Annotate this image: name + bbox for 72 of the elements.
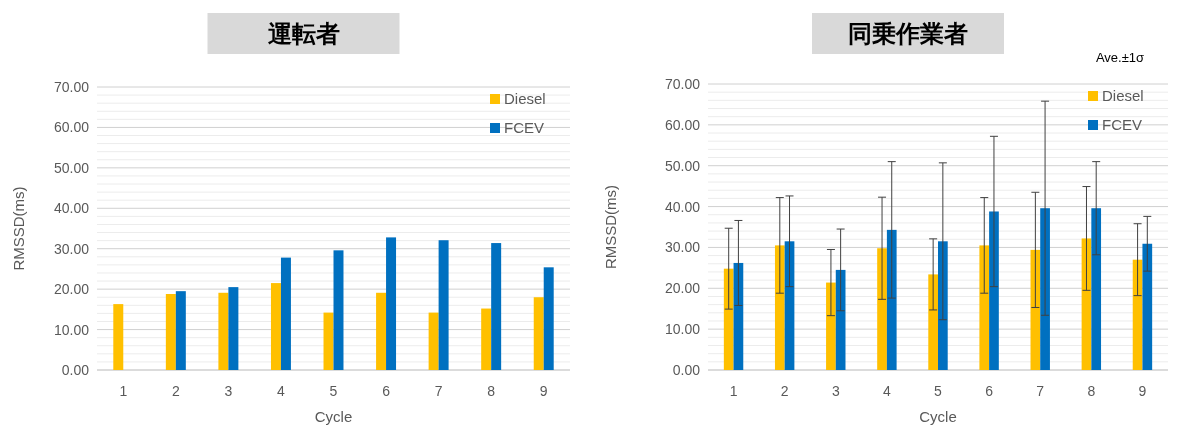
y-tick-label: 0.00	[672, 362, 701, 378]
y-tick-label: 50.00	[53, 159, 90, 176]
bar	[1091, 208, 1102, 370]
x-tick-label: 4	[882, 383, 891, 399]
bar	[491, 243, 502, 370]
bar	[543, 267, 554, 370]
x-tick-label: 7	[1036, 383, 1045, 399]
x-tick-label: 9	[539, 383, 548, 399]
legend-label: FCEV	[504, 119, 545, 136]
chart-title: 運転者	[267, 20, 340, 47]
bar	[165, 293, 176, 370]
bar	[428, 312, 439, 370]
bar	[928, 274, 938, 370]
x-tick-label: 2	[780, 383, 789, 399]
bar	[218, 292, 229, 370]
bar	[826, 282, 836, 370]
y-axis-title: RMSSD(ms)	[602, 184, 619, 270]
y-axis-title: RMSSD(ms)	[10, 186, 27, 271]
x-tick-label: 7	[434, 383, 443, 399]
y-tick-label: 70.00	[53, 79, 90, 95]
x-tick-label: 5	[934, 383, 943, 399]
bar	[113, 304, 124, 370]
x-tick-label: 9	[1138, 383, 1147, 399]
chart-title: 同乗作業者	[848, 20, 968, 47]
bar	[270, 283, 281, 370]
bar	[989, 211, 999, 370]
bar	[774, 245, 785, 370]
y-tick-label: 50.00	[664, 157, 701, 174]
y-tick-label: 20.00	[53, 281, 90, 298]
bar	[323, 312, 334, 370]
y-tick-label: 0.00	[61, 362, 90, 378]
y-tick-label: 30.00	[53, 240, 90, 257]
y-tick-label: 10.00	[664, 321, 701, 338]
legend-label: FCEV	[1102, 116, 1143, 133]
bar	[1142, 243, 1153, 370]
x-tick-label: 6	[985, 383, 994, 399]
y-tick-label: 30.00	[664, 239, 701, 256]
x-tick-label: 5	[329, 383, 338, 399]
bar	[886, 229, 897, 370]
x-tick-label: 8	[487, 383, 496, 399]
bar	[877, 248, 887, 370]
y-tick-label: 70.00	[664, 76, 701, 92]
legend-label: Diesel	[504, 90, 546, 107]
y-tick-label: 20.00	[664, 280, 701, 297]
bar	[228, 287, 239, 370]
bar	[333, 250, 344, 370]
legend-label: Diesel	[1102, 87, 1144, 104]
x-tick-label: 1	[119, 383, 128, 399]
bar	[376, 292, 387, 370]
bar	[533, 297, 544, 370]
x-axis-title: Cycle	[314, 408, 353, 425]
x-tick-label: 1	[729, 383, 738, 399]
bar	[280, 257, 291, 370]
x-axis-title: Cycle	[919, 408, 957, 425]
x-tick-label: 8	[1087, 383, 1096, 399]
y-tick-label: 40.00	[664, 198, 701, 215]
bar	[175, 291, 186, 370]
bar	[438, 240, 449, 370]
x-tick-label: 3	[831, 383, 840, 399]
y-tick-label: 10.00	[53, 321, 90, 338]
bar	[979, 245, 990, 370]
x-tick-label: 3	[224, 383, 233, 399]
x-tick-label: 6	[382, 383, 391, 399]
x-tick-label: 4	[277, 383, 286, 399]
y-tick-label: 60.00	[664, 116, 701, 133]
bar	[386, 237, 397, 370]
y-tick-label: 40.00	[53, 200, 90, 217]
x-tick-label: 2	[171, 383, 180, 399]
bar	[723, 268, 734, 370]
text: Ave.±1σ	[1095, 50, 1145, 65]
y-tick-label: 60.00	[53, 119, 90, 136]
bar	[481, 308, 492, 370]
